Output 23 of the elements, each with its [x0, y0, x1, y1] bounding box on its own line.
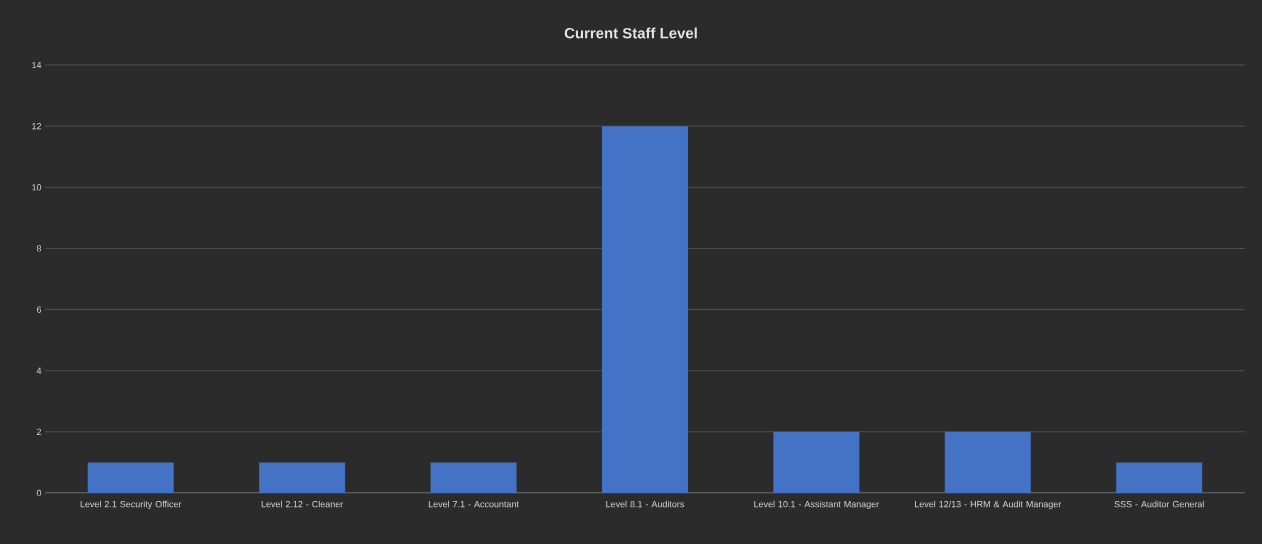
y-tick-label: 8: [36, 245, 42, 252]
x-tick-label: Level 10.1 - Assistant Manager: [754, 500, 880, 510]
y-tick-label: 6: [36, 306, 42, 313]
bar: [87, 462, 174, 493]
x-tick-label: Level 12/13 - HRM & Audit Manager: [915, 500, 1062, 510]
bar: [1116, 462, 1203, 493]
bar: [601, 126, 688, 493]
y-tick-label: 0: [36, 489, 42, 497]
bar: [430, 462, 517, 493]
y-tick-label: 2: [36, 428, 42, 435]
y-tick-label: 4: [36, 367, 42, 374]
x-tick-label: Level 8.1 - Auditors: [606, 500, 684, 508]
y-tick-label: 12: [32, 122, 42, 130]
x-tick-label: SSS - Auditor General: [1114, 500, 1204, 508]
y-tick-label: 10: [32, 184, 42, 191]
bar: [944, 431, 1031, 493]
x-tick-label: Level 2.1 Security Officer: [80, 500, 182, 510]
bar: [259, 462, 346, 493]
x-tick-label: Level 2.12 - Cleaner: [261, 500, 344, 508]
chart-title: Current Staff Level: [564, 27, 697, 39]
bar: [773, 431, 860, 493]
y-tick-label: 14: [32, 61, 42, 69]
x-tick-label: Level 7.1 - Accountant: [428, 500, 519, 508]
